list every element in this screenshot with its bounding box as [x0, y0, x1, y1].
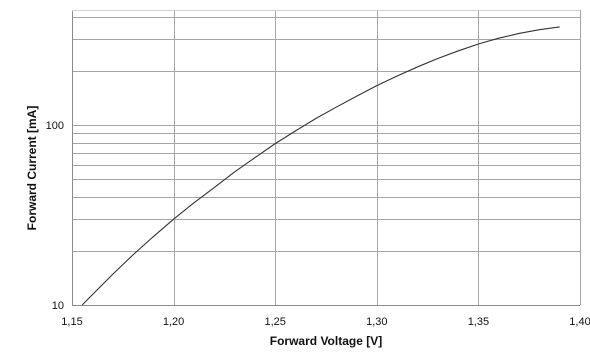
tick-labels: 1,15 1,20 1,25 1,30 1,35 1,40 10 100 — [46, 120, 590, 328]
x-tick-label: 1,20 — [163, 316, 184, 328]
axes — [72, 10, 580, 306]
x-tick-label: 1,25 — [264, 316, 285, 328]
x-axis-title: Forward Voltage [V] — [270, 334, 382, 348]
x-tick-label: 1,35 — [468, 316, 489, 328]
y-tick-label: 100 — [46, 120, 64, 132]
x-tick-label: 1,30 — [366, 316, 387, 328]
x-tick-label: 1,15 — [61, 316, 82, 328]
y-tick-label: 10 — [52, 300, 64, 312]
y-axis-title: Forward Current [mA] — [25, 106, 39, 231]
series — [81, 26, 560, 306]
grid — [72, 10, 581, 305]
series-line — [81, 26, 560, 306]
x-tick-label: 1,40 — [569, 316, 590, 328]
